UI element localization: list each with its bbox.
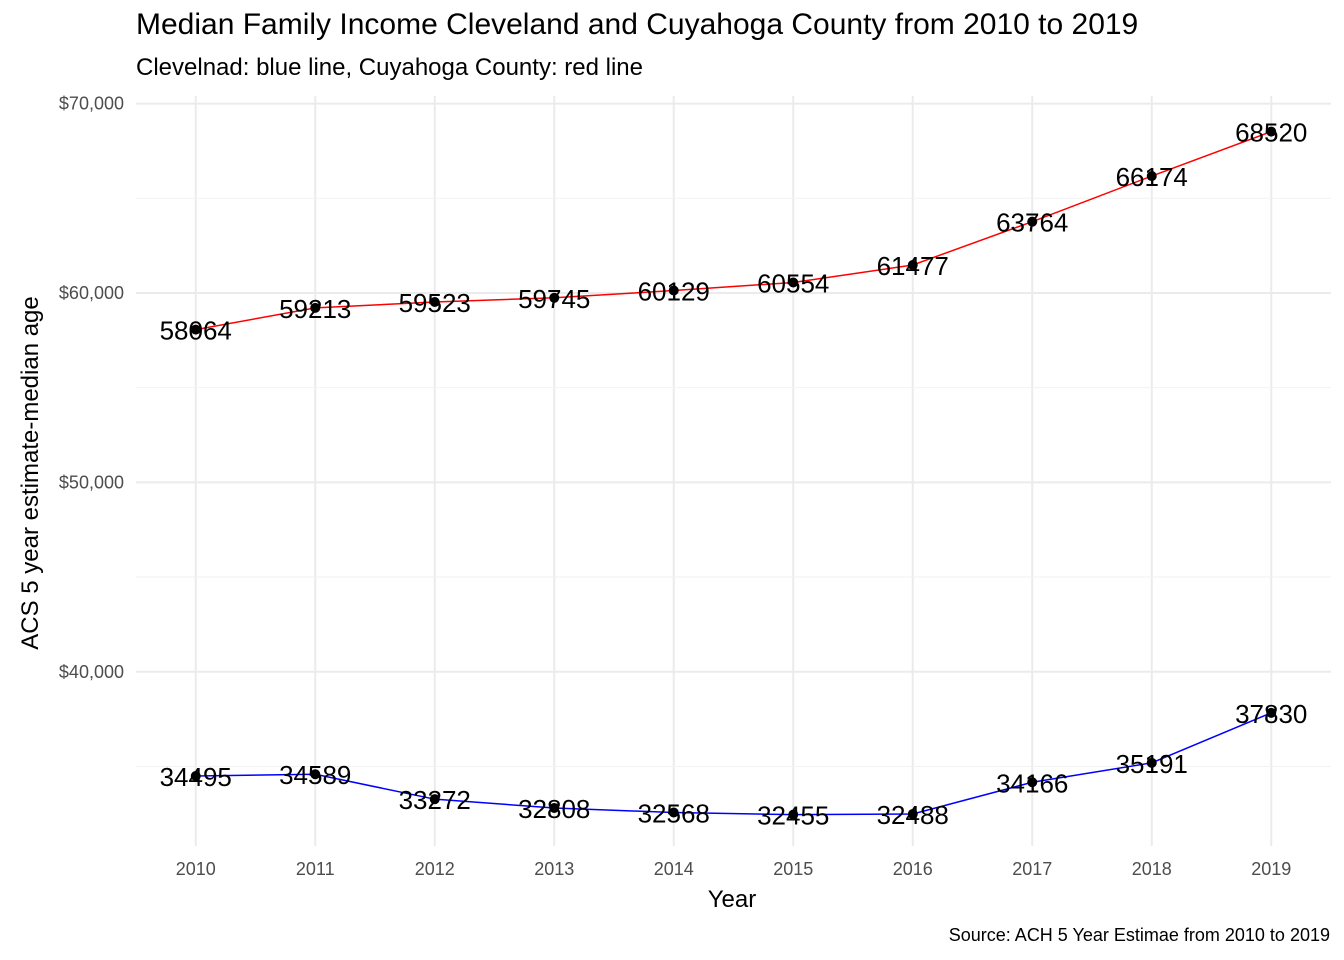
y-tick-label: $60,000	[59, 283, 124, 303]
data-label: 32568	[638, 799, 710, 829]
data-point	[1027, 216, 1038, 227]
data-point	[1266, 707, 1277, 718]
x-tick-label: 2018	[1132, 859, 1172, 879]
data-label: 59745	[518, 284, 590, 314]
y-tick-label: $70,000	[59, 94, 124, 114]
x-tick-label: 2019	[1251, 859, 1291, 879]
data-label: 58064	[160, 316, 232, 346]
data-point	[907, 809, 918, 820]
series-lines	[195, 130, 1272, 816]
data-label: 60129	[638, 277, 710, 307]
data-label: 34589	[279, 760, 351, 790]
data-point	[668, 807, 679, 818]
data-point	[907, 259, 918, 270]
series-line-0	[195, 130, 1272, 331]
data-label: 59523	[399, 288, 471, 318]
x-tick-label: 2012	[415, 859, 455, 879]
data-label: 34166	[996, 768, 1068, 798]
gridlines	[136, 96, 1331, 846]
data-points	[190, 126, 1277, 820]
data-label: 34495	[160, 762, 232, 792]
data-labels: 58064 59213 59523 59745 60129 60554 61477 63764…	[160, 118, 1308, 831]
data-point	[788, 277, 799, 288]
data-point	[668, 285, 679, 296]
data-label: 32455	[757, 801, 829, 831]
data-label: 68520	[1235, 118, 1307, 148]
data-point	[788, 809, 799, 820]
x-tick-label: 2013	[534, 859, 574, 879]
data-point	[310, 769, 321, 780]
data-point	[1146, 171, 1157, 182]
x-tick-label: 2016	[893, 859, 933, 879]
chart-caption: Source: ACH 5 Year Estimae from 2010 to …	[948, 925, 1330, 945]
data-point	[429, 794, 440, 805]
x-axis-title: Year	[708, 886, 757, 913]
data-label: 59213	[279, 294, 351, 324]
data-point	[310, 302, 321, 313]
data-point	[190, 771, 201, 782]
data-label: 60554	[757, 268, 829, 298]
chart-subtitle: Clevelnad: blue line, Cuyahoga County: r…	[136, 54, 643, 81]
data-label: 32488	[877, 800, 949, 830]
series-line-1	[195, 712, 1272, 816]
data-point	[1266, 126, 1277, 137]
data-label: 37830	[1235, 699, 1307, 729]
data-point	[1146, 757, 1157, 768]
x-tick-label: 2010	[176, 859, 216, 879]
x-axis-ticks: 2010 2011 2012 2013 2014 2015 2016 2017 2018 2019	[176, 859, 1292, 879]
chart-title: Median Family Income Cleveland and Cuyah…	[136, 8, 1139, 41]
data-point	[549, 292, 560, 303]
x-tick-label: 2014	[654, 859, 694, 879]
data-point	[190, 324, 201, 335]
y-tick-label: $40,000	[59, 662, 124, 682]
data-label: 33272	[399, 785, 471, 815]
data-label: 63764	[996, 208, 1068, 238]
x-tick-label: 2017	[1012, 859, 1052, 879]
data-label: 35191	[1116, 749, 1188, 779]
y-axis-ticks: $40,000 $50,000 $60,000 $70,000	[59, 94, 124, 682]
x-tick-label: 2015	[773, 859, 813, 879]
x-tick-label: 2011	[296, 859, 335, 879]
data-label: 66174	[1116, 162, 1188, 192]
data-label: 61477	[877, 251, 949, 281]
data-point	[429, 297, 440, 308]
data-point	[549, 802, 560, 813]
data-point	[1027, 777, 1038, 788]
y-tick-label: $50,000	[59, 472, 124, 492]
y-axis-title: ACS 5 year estimate-median age	[17, 296, 44, 650]
data-label: 32808	[518, 794, 590, 824]
